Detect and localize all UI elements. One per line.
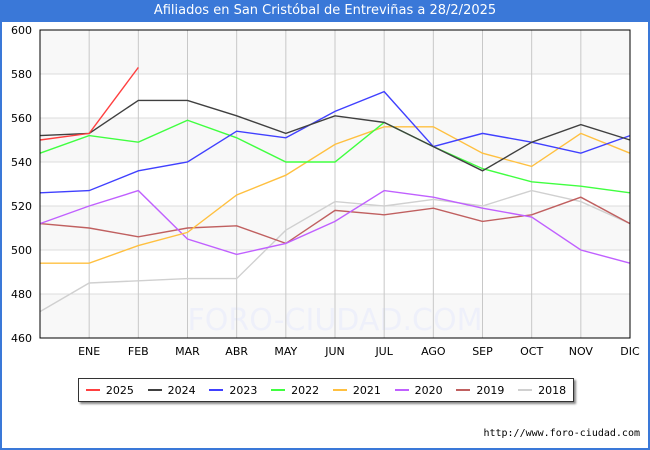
series-line-2018 — [39, 189, 631, 313]
y-tick-label: 540 — [11, 156, 32, 169]
chart-title: Afiliados en San Cristóbal de Entreviñas… — [0, 0, 650, 22]
legend-item-2018: 2018 — [518, 384, 566, 397]
x-tick-label: FEB — [128, 345, 149, 358]
x-tick-label: AGO — [421, 345, 446, 358]
legend-swatch — [456, 389, 471, 391]
x-tick-label: ENE — [78, 345, 100, 358]
y-tick-label: 560 — [11, 112, 32, 125]
series-line-2019 — [39, 196, 631, 245]
x-tick-label: OCT — [520, 345, 543, 358]
legend-item-2025: 2025 — [85, 383, 134, 397]
x-tick-label: MAY — [274, 345, 297, 358]
legend-swatch — [85, 389, 100, 391]
legend-label: 2025 — [105, 383, 134, 397]
legend-item-2021: 2021 — [332, 383, 381, 397]
plot-border — [39, 29, 631, 339]
x-tick-label: ABR — [225, 345, 248, 358]
x-tick-label: JUN — [324, 345, 345, 358]
y-tick-label: 520 — [11, 200, 32, 213]
legend-swatch — [332, 389, 347, 391]
x-tick-label: DIC — [620, 345, 640, 358]
legend-swatch — [209, 389, 224, 391]
legend-swatch — [271, 389, 286, 391]
y-tick-label: 480 — [11, 288, 32, 301]
legend-label: 2022 — [291, 383, 320, 397]
legend-label: 2021 — [352, 383, 381, 397]
y-tick-label: 460 — [11, 332, 32, 345]
legend-label: 2020 — [414, 383, 443, 397]
source-url[interactable]: http://www.foro-ciudad.com — [483, 428, 640, 439]
legend-item-2020: 2020 — [394, 383, 443, 397]
legend-item-2024: 2024 — [147, 383, 196, 397]
legend-label: 2023 — [229, 383, 258, 397]
y-tick-label: 500 — [11, 244, 32, 257]
legend-swatch — [147, 389, 162, 391]
legend-label: 2024 — [167, 383, 196, 397]
x-tick-label: MAR — [175, 345, 200, 358]
x-tick-label: SEP — [472, 345, 493, 358]
legend-swatch — [394, 389, 409, 391]
legend-label: 2018 — [538, 383, 567, 397]
legend-item-2019: 2019 — [456, 384, 504, 397]
series-line-2021 — [40, 126, 631, 264]
y-tick-label: 600 — [11, 24, 32, 37]
x-tick-label: NOV — [569, 345, 594, 358]
legend-item-2022: 2022 — [271, 384, 319, 397]
series-line-2025 — [39, 66, 139, 141]
legend-label: 2019 — [476, 383, 505, 397]
series-line-2020 — [39, 189, 631, 264]
legend-item-2023: 2023 — [209, 384, 257, 397]
series-line-2022 — [39, 119, 631, 194]
x-tick-label: JUL — [374, 345, 393, 358]
y-tick-label: 580 — [11, 68, 32, 81]
series-line-2024 — [39, 99, 631, 172]
legend-swatch — [518, 389, 533, 391]
legend: 2025 2024 2023 2022 2021 2020 2019 2018 — [78, 378, 574, 402]
